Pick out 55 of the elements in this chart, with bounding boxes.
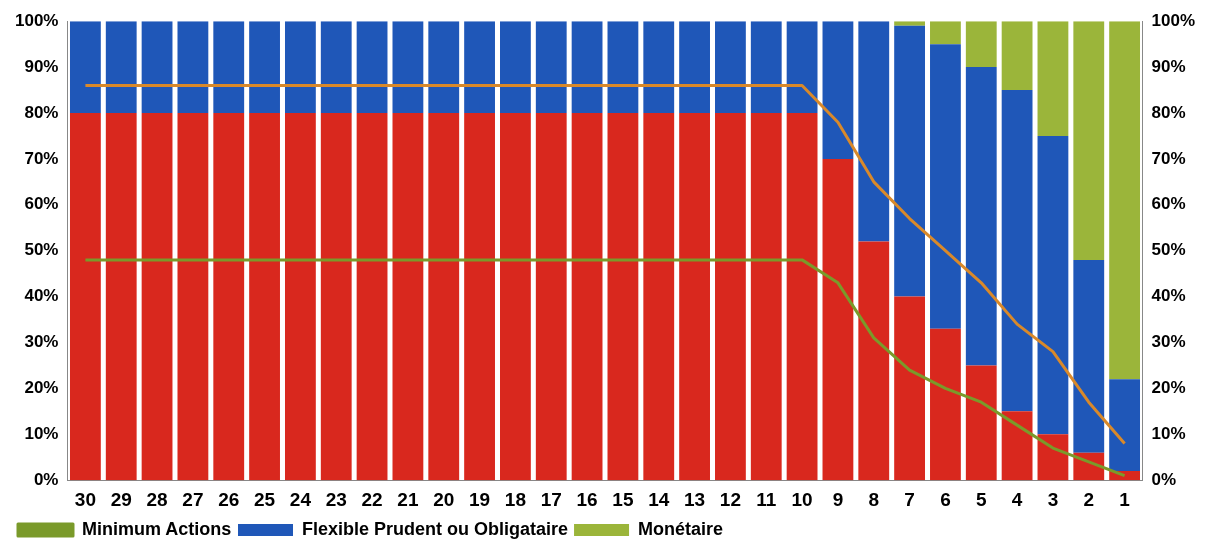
x-tick-label: 28 [146,488,168,510]
y2-tick-label: 90% [1151,56,1186,76]
x-tick-label: 7 [904,488,915,510]
y-tick-label: 20% [24,378,59,398]
y-tick-label: 50% [24,240,59,260]
x-tick-label: 22 [361,488,383,510]
y-tick-label: 30% [24,332,59,352]
y2-tick-label: 40% [1151,286,1186,306]
x-tick-label: 30 [74,488,96,510]
x-tick-label: 19 [469,488,491,510]
x-tick-label: 20 [433,488,455,510]
x-tick-label: 5 [975,488,987,510]
y2-tick-label: 0% [1151,469,1177,489]
y2-tick-label: 20% [1151,378,1186,398]
x-tick-label: 27 [182,488,204,510]
legend-label: Monétaire [638,518,724,539]
x-tick-label: 1 [1119,488,1131,510]
x-tick-label: 15 [612,488,634,510]
x-tick-label: 10 [791,488,813,510]
y-tick-label: 0% [33,469,59,489]
x-tick-label: 18 [504,488,526,510]
y2-tick-label: 100% [1151,10,1195,30]
y-tick-label: 40% [24,286,59,306]
x-tick-label: 4 [1011,488,1023,510]
legend-label: Minimum Actions [82,518,232,539]
legend-label: Flexible Prudent ou Obligataire [302,518,569,539]
x-tick-label: 24 [289,488,312,510]
x-tick-label: 2 [1083,488,1095,510]
x-tick-label: 16 [576,488,598,510]
y-tick-label: 100% [15,10,59,30]
x-tick-label: 9 [832,488,844,510]
y2-tick-label: 10% [1151,423,1186,443]
x-tick-label: 23 [325,488,347,510]
y2-tick-label: 30% [1151,332,1186,352]
y-tick-label: 60% [24,194,59,214]
y-tick-label: 90% [24,56,59,76]
x-tick-label: 21 [397,488,419,510]
x-tick-label: 12 [719,488,741,510]
x-tick-label: 6 [940,488,951,510]
y2-tick-label: 60% [1151,194,1186,214]
x-tick-label: 8 [868,488,880,510]
y-tick-label: 80% [24,102,59,122]
y-tick-label: 70% [24,148,59,168]
y-tick-label: 10% [24,423,59,443]
x-tick-label: 26 [218,488,240,510]
y2-tick-label: 50% [1151,240,1186,260]
x-tick-label: 17 [540,488,562,510]
x-tick-label: 3 [1047,488,1059,510]
x-tick-label: 14 [648,488,670,510]
x-tick-label: 25 [254,488,276,510]
y2-tick-label: 80% [1151,102,1186,122]
x-tick-label: 29 [110,488,132,510]
x-tick-label: 13 [684,488,706,510]
x-tick-label: 11 [756,488,777,510]
y2-tick-label: 70% [1151,148,1186,168]
